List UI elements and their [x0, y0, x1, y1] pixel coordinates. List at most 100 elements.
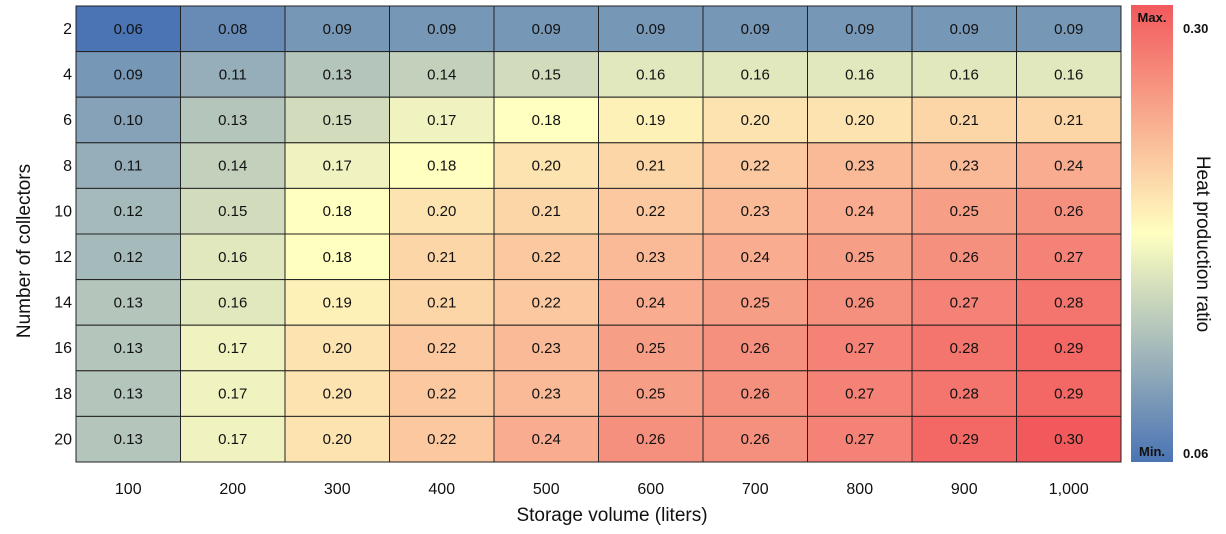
heatmap-cell: [911, 415, 1017, 463]
heatmap-cell-value: 0.28: [950, 386, 979, 403]
colorbar: Max. Min. 0.30 0.06 Heat production rati…: [1131, 5, 1213, 462]
heatmap-cell: [702, 370, 808, 417]
heatmap-cell: [493, 233, 599, 281]
heatmap-cell-value: 0.29: [950, 431, 979, 448]
heatmap-cell-value: 0.09: [741, 21, 770, 38]
heatmap-cell: [493, 370, 599, 417]
heatmap-cell: [389, 415, 495, 463]
x-tick-label: 100: [115, 481, 142, 498]
heatmap-cell-value: 0.16: [636, 66, 665, 83]
colorbar-min-tag: Min.: [1139, 444, 1165, 459]
heatmap-cell: [702, 142, 808, 189]
heatmap-cell: [598, 187, 704, 235]
heatmap-cell: [284, 324, 390, 372]
heatmap-cell-value: 0.15: [532, 66, 561, 83]
heatmap-cell-value: 0.20: [532, 158, 561, 175]
heatmap-cell: [180, 51, 286, 98]
colorbar-label: Heat production ratio: [1192, 156, 1213, 332]
y-tick-label: 18: [54, 386, 72, 403]
heatmap-cell-value: 0.19: [323, 294, 352, 311]
heatmap-cell-value: 0.15: [323, 112, 352, 129]
heatmap-cell-value: 0.22: [741, 158, 770, 175]
heatmap-cell-value: 0.27: [845, 386, 874, 403]
heatmap-cell-value: 0.17: [218, 431, 247, 448]
heatmap-cell: [389, 370, 495, 417]
heatmap-cell-value: 0.24: [1054, 158, 1083, 175]
heatmap-cell: [911, 370, 1017, 417]
heatmap-cell: [284, 415, 390, 463]
y-tick-label: 2: [63, 21, 72, 38]
y-tick-labels: 2 4 6 8 10 12 14 16 18 20: [54, 21, 72, 448]
colorbar-max-tag: Max.: [1138, 10, 1167, 25]
heatmap-cell-value: 0.13: [114, 294, 143, 311]
heatmap-cell: [807, 187, 913, 235]
heatmap-cell-value: 0.19: [636, 112, 665, 129]
heatmap-cell-value: 0.14: [427, 66, 456, 83]
heatmap-cell-value: 0.25: [741, 294, 770, 311]
heatmap-cell-value: 0.22: [532, 294, 561, 311]
heatmap-cell-value: 0.16: [218, 294, 247, 311]
heatmap-cell: [284, 187, 390, 235]
x-tick-label: 900: [951, 481, 978, 498]
heatmap-cell-value: 0.21: [1054, 112, 1083, 129]
x-tick-label: 1,000: [1049, 481, 1089, 498]
heatmap-cell: [702, 415, 808, 463]
heatmap-cell-value: 0.29: [1054, 340, 1083, 357]
heatmap-cell-value: 0.13: [114, 386, 143, 403]
heatmap-cell: [702, 279, 808, 326]
y-tick-label: 6: [63, 112, 72, 129]
heatmap-cell: [1016, 415, 1122, 463]
x-tick-labels: 100 200 300 400 500 600 700 800 900 1,000: [115, 481, 1089, 498]
heatmap-cell: [180, 370, 286, 417]
heatmap-cell-value: 0.29: [1054, 386, 1083, 403]
heatmap-cell-value: 0.20: [323, 386, 352, 403]
heatmap-cell-value: 0.25: [950, 203, 979, 220]
heatmap-cell-value: 0.20: [741, 112, 770, 129]
heatmap-cell-value: 0.09: [427, 21, 456, 38]
y-axis-label: Number of collectors: [14, 164, 35, 338]
heatmap-cell-value: 0.13: [114, 431, 143, 448]
y-tick-label: 16: [54, 340, 72, 357]
heatmap-cell-value: 0.21: [532, 203, 561, 220]
heatmap-cell: [598, 324, 704, 372]
heatmap-cell: [807, 370, 913, 417]
heatmap-cell-value: 0.13: [218, 112, 247, 129]
y-tick-label: 20: [54, 431, 72, 448]
heatmap-cell: [598, 279, 704, 326]
heatmap-cell-value: 0.16: [845, 66, 874, 83]
heatmap-cell: [911, 324, 1017, 372]
heatmap-cell-value: 0.09: [323, 21, 352, 38]
heatmap-cell-value: 0.17: [323, 158, 352, 175]
heatmap-cell-value: 0.11: [219, 66, 247, 83]
x-tick-label: 300: [324, 481, 351, 498]
heatmap-cell: [911, 51, 1017, 98]
heatmap-cell: [180, 96, 286, 144]
heatmap-cell: [702, 187, 808, 235]
heatmap-cell-value: 0.20: [323, 431, 352, 448]
x-axis-label: Storage volume (liters): [516, 505, 707, 526]
heatmap-cell: [75, 370, 181, 417]
heatmap-cell-value: 0.22: [636, 203, 665, 220]
heatmap-cell-value: 0.22: [427, 431, 456, 448]
heatmap-cells: 0.06 0.08 0.09 0.09 0.09 0.09 0.09 0.09 0.09 0.09…: [75, 5, 1122, 463]
heatmap-cell-value: 0.30: [1054, 431, 1083, 448]
heatmap-cell: [493, 187, 599, 235]
heatmap-cell-value: 0.16: [1054, 66, 1083, 83]
heatmap-cell: [389, 324, 495, 372]
heatmap-cell: [702, 96, 808, 144]
heatmap-cell-value: 0.12: [114, 249, 143, 266]
heatmap-cell: [1016, 51, 1122, 98]
heatmap-cell: [493, 96, 599, 144]
heatmap-cell-value: 0.26: [845, 294, 874, 311]
heatmap-cell: [75, 415, 181, 463]
heatmap-cell-value: 0.23: [741, 203, 770, 220]
heatmap-cell-value: 0.21: [427, 249, 456, 266]
x-tick-label: 700: [742, 481, 769, 498]
heatmap-cell-value: 0.28: [950, 340, 979, 357]
heatmap-cell-value: 0.18: [532, 112, 561, 129]
heatmap-cell: [180, 5, 286, 53]
heatmap-cell-value: 0.08: [218, 21, 247, 38]
y-tick-label: 12: [54, 249, 72, 266]
heatmap-cell: [807, 279, 913, 326]
heatmap-cell: [807, 142, 913, 189]
